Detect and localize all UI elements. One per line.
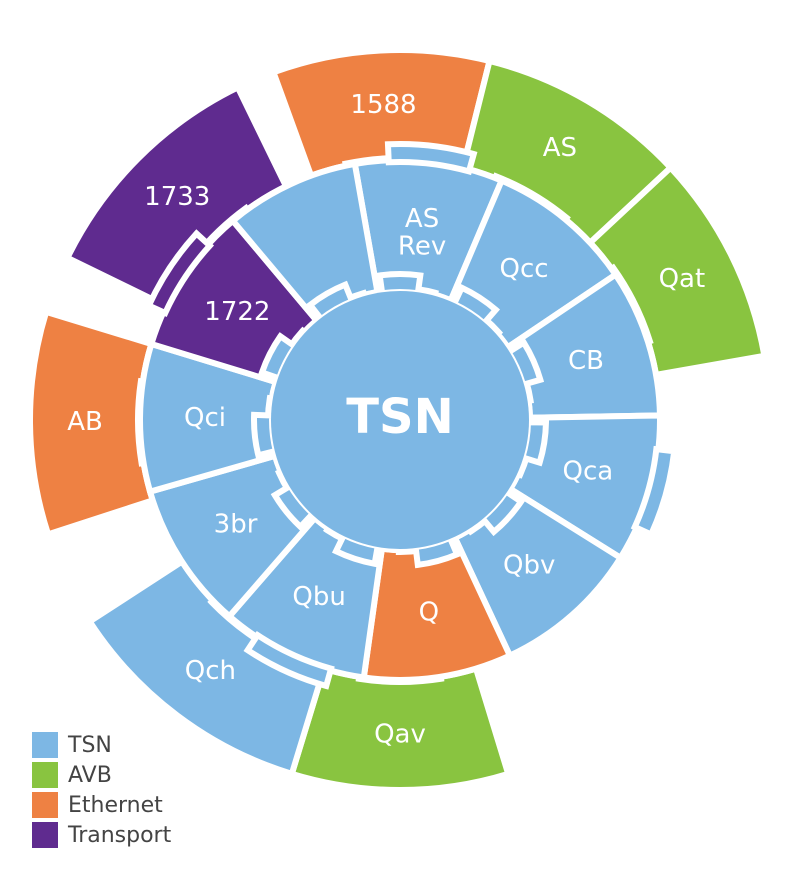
legend-swatch-tsn [32, 732, 58, 758]
center-tab [380, 274, 421, 293]
legend-row-ethernet: Ethernet [32, 792, 171, 818]
legend-swatch-ethernet [32, 792, 58, 818]
legend-swatch-transport [32, 822, 58, 848]
legend-label-avb: AVB [68, 763, 112, 788]
legend-row-transport: Transport [32, 822, 171, 848]
legend-label-tsn: TSN [68, 733, 112, 758]
legend: TSN AVB Ethernet Transport [32, 728, 171, 852]
legend-label-transport: Transport [68, 823, 171, 848]
legend-row-avb: AVB [32, 762, 171, 788]
center-label: TSN [346, 389, 453, 445]
legend-label-ethernet: Ethernet [68, 793, 163, 818]
legend-swatch-avb [32, 762, 58, 788]
legend-row-tsn: TSN [32, 732, 171, 758]
